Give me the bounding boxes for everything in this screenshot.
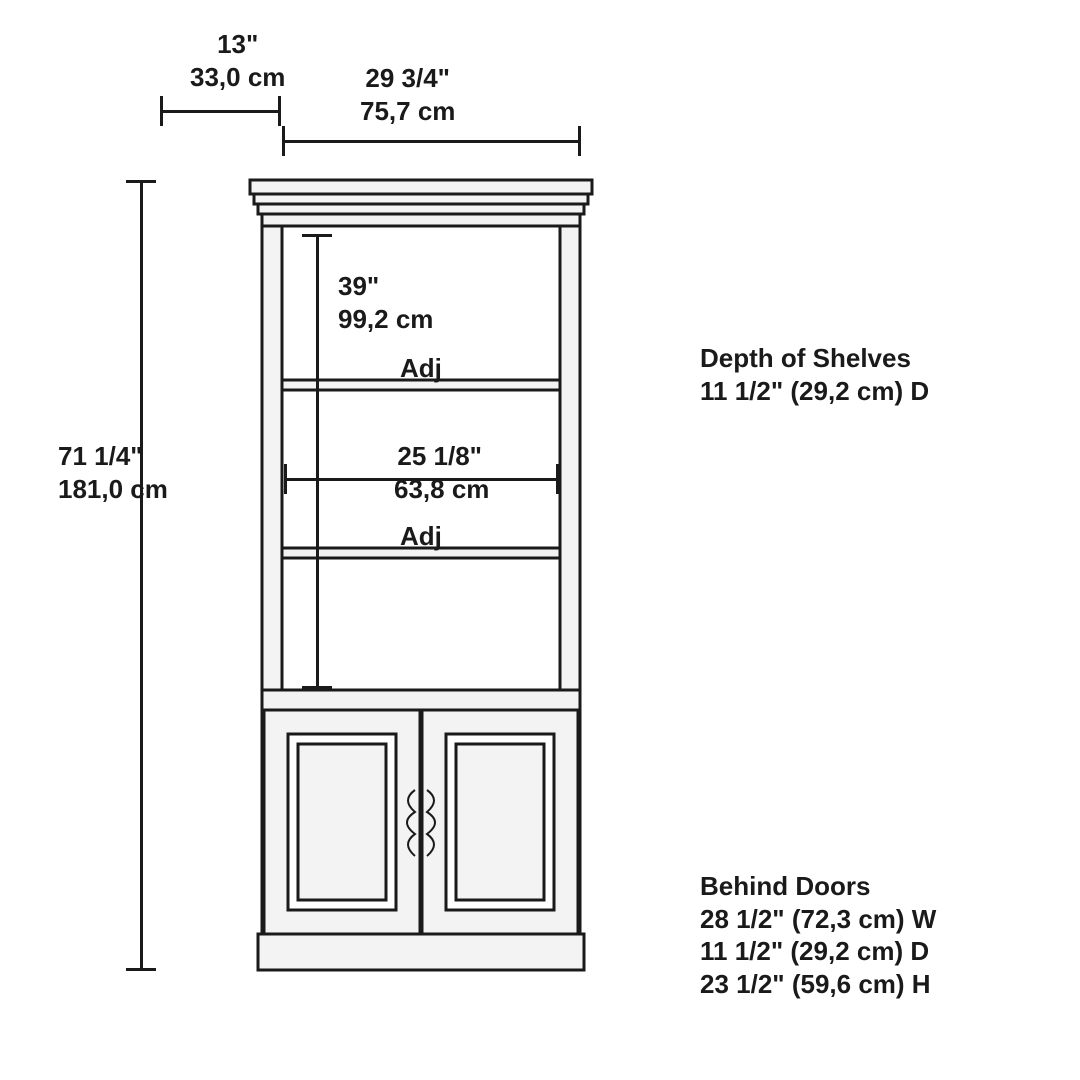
- dim-openh-in: 39": [338, 271, 379, 301]
- dim-height-cap-t: [126, 180, 156, 183]
- behind-doors-block: Behind Doors 28 1/2" (72,3 cm) W 11 1/2"…: [700, 870, 936, 1000]
- dim-height-cm: 181,0 cm: [58, 473, 168, 506]
- depth-shelves-title: Depth of Shelves: [700, 343, 911, 373]
- diagram-stage: 13" 33,0 cm 29 3/4" 75,7 cm 71 1/4" 181,…: [0, 0, 1080, 1080]
- dim-openh-cm: 99,2 cm: [338, 303, 433, 336]
- dim-openw-cap-r: [556, 464, 559, 494]
- depth-shelves-block: Depth of Shelves 11 1/2" (29,2 cm) D: [700, 342, 929, 407]
- dim-height-cap-b: [126, 968, 156, 971]
- behind-doors-h: 23 1/2" (59,6 cm) H: [700, 968, 936, 1001]
- dim-depth-in: 13": [217, 29, 258, 59]
- dim-width-label: 29 3/4" 75,7 cm: [360, 62, 455, 127]
- dim-depth-cm: 33,0 cm: [190, 61, 285, 94]
- dim-openw-cm: 63,8 cm: [394, 473, 489, 506]
- behind-doors-title: Behind Doors: [700, 871, 870, 901]
- dim-height-in: 71 1/4": [58, 441, 143, 471]
- dim-openh-label: 39" 99,2 cm: [338, 270, 433, 335]
- dim-openh-cap-t: [302, 234, 332, 237]
- dim-openw-label: 25 1/8" 63,8 cm: [390, 440, 489, 505]
- behind-doors-w: 28 1/2" (72,3 cm) W: [700, 903, 936, 936]
- dim-width-in: 29 3/4": [365, 63, 450, 93]
- dim-width-cm: 75,7 cm: [360, 95, 455, 128]
- dim-depth-label: 13" 33,0 cm: [190, 28, 285, 93]
- dim-width-cap-r: [578, 126, 581, 156]
- depth-shelves-value: 11 1/2" (29,2 cm) D: [700, 375, 929, 408]
- dim-openw-in: 25 1/8": [397, 441, 482, 471]
- dim-openw-cap-l: [284, 464, 287, 494]
- dim-depth-line: [160, 110, 280, 113]
- dim-height-label: 71 1/4" 181,0 cm: [58, 440, 168, 505]
- dim-height-line: [140, 180, 143, 970]
- dim-depth-cap-l: [160, 96, 163, 126]
- dim-width-line: [282, 140, 580, 143]
- dim-openh-cap-b: [302, 686, 332, 689]
- adj-label-2: Adj: [400, 520, 442, 553]
- behind-doors-d: 11 1/2" (29,2 cm) D: [700, 935, 936, 968]
- dim-openh-line: [316, 234, 319, 688]
- adj-label-1: Adj: [400, 352, 442, 385]
- dim-width-cap-l: [282, 126, 285, 156]
- dim-depth-cap-r: [278, 96, 281, 126]
